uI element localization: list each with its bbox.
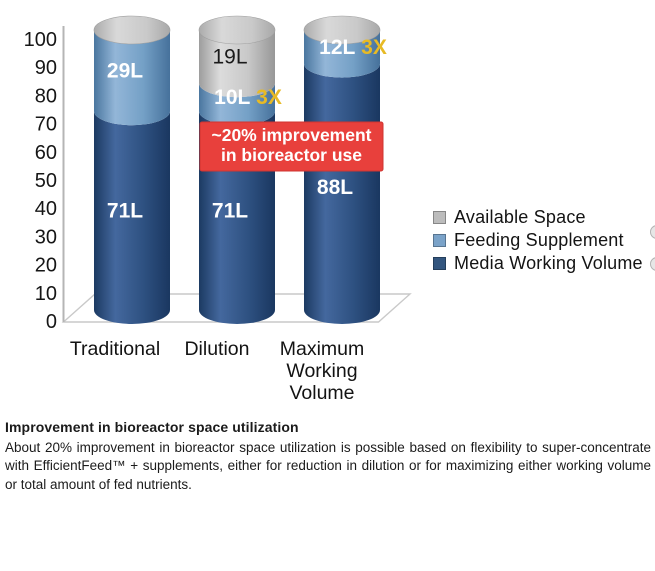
y-tick-label: 70 <box>35 114 57 136</box>
legend-swatch <box>433 234 446 247</box>
bar-value-label: 29L <box>107 60 143 83</box>
cylinder-top-cap <box>303 15 381 45</box>
y-tick-label: 80 <box>35 85 57 107</box>
y-tick-label: 90 <box>35 57 57 79</box>
bar-value-label: 12L 3X <box>319 36 387 59</box>
y-tick-label: 60 <box>35 142 57 164</box>
y-tick-label: 100 <box>24 29 57 51</box>
y-tick-label: 0 <box>46 311 57 333</box>
x-category-label: Maximum <box>280 338 365 360</box>
annotation-box <box>199 121 384 172</box>
chart-legend: Available Space Feeding Supplement Media W… <box>433 206 643 275</box>
bar-value-label: 10L 3X <box>214 86 282 109</box>
legend-label: Available Space <box>454 207 586 227</box>
legend-item: Feeding Supplement <box>433 229 643 252</box>
cylinder-segment <box>304 30 380 78</box>
annotation-text: ~20% improvement <box>212 125 372 145</box>
cylinder-top-cap <box>198 15 276 45</box>
bioreactor-utilization-chart: 0 10 20 30 40 50 60 70 80 90 100 71L 29L 71L 10L 3X 19L… <box>24 15 412 404</box>
cylinder-segment <box>199 30 275 98</box>
cylinder-top-cap <box>93 15 171 45</box>
cylinder-segment <box>199 83 275 126</box>
bar-value-label: 71L <box>212 200 248 223</box>
y-tick-label: 50 <box>35 170 57 192</box>
legend-item: Available Space <box>433 206 643 229</box>
x-category-label: Traditional <box>70 338 160 360</box>
bar-value-label: 71L <box>107 200 143 223</box>
caption-title: Improvement in bioreactor space utilizat… <box>5 419 299 435</box>
legend-swatch <box>433 211 446 224</box>
y-tick-label: 10 <box>35 283 57 305</box>
x-category-label: Working <box>286 360 357 382</box>
annotation-text: in bioreactor use <box>221 145 362 165</box>
bar-value-label: 88L <box>317 176 353 199</box>
cylinder-segment <box>94 111 170 324</box>
legend-swatch <box>433 257 446 270</box>
y-tick-label: 30 <box>35 226 57 248</box>
caption-body: About 20% improvement in bioreactor spac… <box>5 440 651 492</box>
x-category-label: Volume <box>289 382 354 404</box>
y-tick-label: 40 <box>35 198 57 220</box>
figure-caption: Improvement in bioreactor space utilizat… <box>5 419 651 494</box>
x-category-label: Dilution <box>184 338 249 360</box>
legend-item: Media Working Volume <box>433 252 643 275</box>
bar-value-label: 19L <box>212 46 247 69</box>
y-tick-label: 20 <box>35 255 57 277</box>
legend-label: Feeding Supplement <box>454 230 624 250</box>
chart-floor <box>61 293 412 323</box>
cylinder-segment <box>94 30 170 126</box>
legend-label: Media Working Volume <box>454 253 643 273</box>
